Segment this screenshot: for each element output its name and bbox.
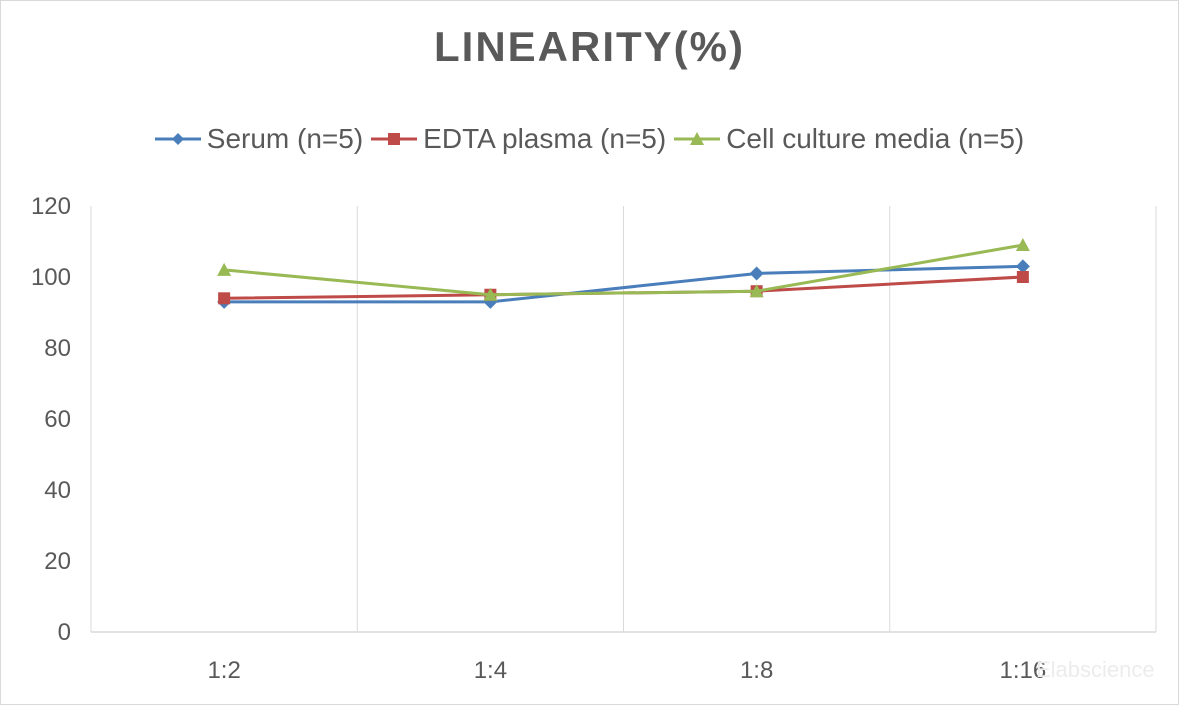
data-point-serum [749,266,764,281]
series-line-serum [224,264,1023,304]
y-tick-label: 60 [44,406,71,433]
y-tick-label: 80 [44,335,71,362]
legend-item-edta-plasma: EDTA plasma (n=5) [371,123,666,155]
legend: Serum (n=5) EDTA plasma (n=5) Cell cultu… [1,123,1178,155]
data-point-edta-plasma [218,292,231,305]
x-tick-label: 1:8 [740,657,773,684]
y-tick-label: 0 [58,619,71,646]
data-point-cell-culture-media [217,262,232,276]
legend-label-serum: Serum (n=5) [206,123,364,154]
legend-item-serum: Serum (n=5) [154,123,364,155]
y-tick-label: 120 [31,193,71,220]
y-tick-label: 20 [44,548,71,575]
data-point-cell-culture-media [1015,238,1030,252]
data-point-edta-plasma [1016,271,1029,283]
chart-title: LINEARITY(%) [434,23,745,70]
legend-label-edta-plasma: EDTA plasma (n=5) [423,123,667,154]
data-point-cell-culture-media [483,287,498,301]
data-point-serum [1015,259,1030,274]
legend-swatch-cell-culture-media [674,132,721,145]
legend-item-cell-culture-media: Cell culture media (n=5) [674,123,1024,155]
x-tick-label: 1:4 [474,657,507,684]
legend-label-cell-culture-media: Cell culture media (n=5) [726,123,1025,154]
legend-swatch-serum [154,133,201,145]
x-tick-label: 1:2 [207,657,240,684]
series-line-cell-culture-media [223,243,1024,297]
x-tick-label: 1:16 [1000,657,1047,684]
y-tick-label: 40 [44,477,71,504]
data-point-cell-culture-media [749,284,764,298]
y-tick-label: 100 [31,264,71,291]
watermark: Elabscience [1036,657,1155,682]
legend-swatch-edta-plasma [371,133,418,145]
